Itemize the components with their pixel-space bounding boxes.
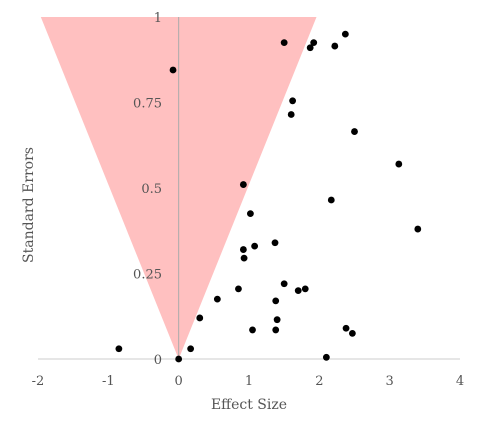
y-tick-label: 0.25 xyxy=(133,268,162,283)
data-point xyxy=(301,285,309,293)
data-point xyxy=(280,39,288,47)
data-point xyxy=(239,246,247,253)
data-point xyxy=(239,181,247,188)
data-point xyxy=(251,242,259,250)
data-point xyxy=(341,30,349,38)
x-axis-ticks: -2 -1 0 1 2 3 4 xyxy=(32,374,464,389)
data-point xyxy=(351,128,358,135)
data-point xyxy=(331,42,339,50)
data-point xyxy=(169,66,177,74)
y-tick-label: 0 xyxy=(154,353,162,368)
x-tick-label: 2 xyxy=(315,374,323,389)
x-tick-label: -2 xyxy=(32,374,45,389)
data-point xyxy=(213,295,221,303)
data-points xyxy=(115,30,422,363)
data-point xyxy=(196,314,204,322)
x-tick-label: 4 xyxy=(456,374,464,389)
x-tick-label: 0 xyxy=(175,374,183,389)
y-tick-label: 1 xyxy=(154,11,162,26)
data-point xyxy=(175,355,183,363)
data-point xyxy=(115,345,123,353)
data-point xyxy=(280,280,288,288)
y-tick-label: 0.75 xyxy=(133,97,162,112)
x-tick-label: -1 xyxy=(102,374,115,389)
x-tick-label: 3 xyxy=(386,374,394,389)
data-point xyxy=(287,111,295,118)
data-point xyxy=(235,285,242,293)
data-point xyxy=(348,329,356,337)
data-point xyxy=(272,297,280,305)
data-point xyxy=(322,353,330,361)
data-point xyxy=(289,97,297,105)
y-tick-label: 0.5 xyxy=(141,182,162,197)
data-point xyxy=(271,239,279,247)
data-point xyxy=(310,39,318,47)
x-tick-label: 1 xyxy=(245,374,253,389)
data-point xyxy=(395,160,403,168)
x-axis-label: Effect Size xyxy=(211,397,287,413)
data-point xyxy=(273,316,281,324)
data-point xyxy=(327,196,335,204)
data-point xyxy=(342,324,350,332)
data-point xyxy=(247,210,254,218)
data-point xyxy=(187,345,195,353)
data-point xyxy=(272,326,280,334)
data-point xyxy=(306,44,314,52)
data-point xyxy=(294,287,302,294)
data-point xyxy=(249,326,256,334)
data-point xyxy=(240,254,248,262)
data-point xyxy=(414,225,422,233)
y-axis-label: Standard Errors xyxy=(21,147,37,263)
y-axis-ticks: 0 0.25 0.5 0.75 1 xyxy=(133,11,162,368)
